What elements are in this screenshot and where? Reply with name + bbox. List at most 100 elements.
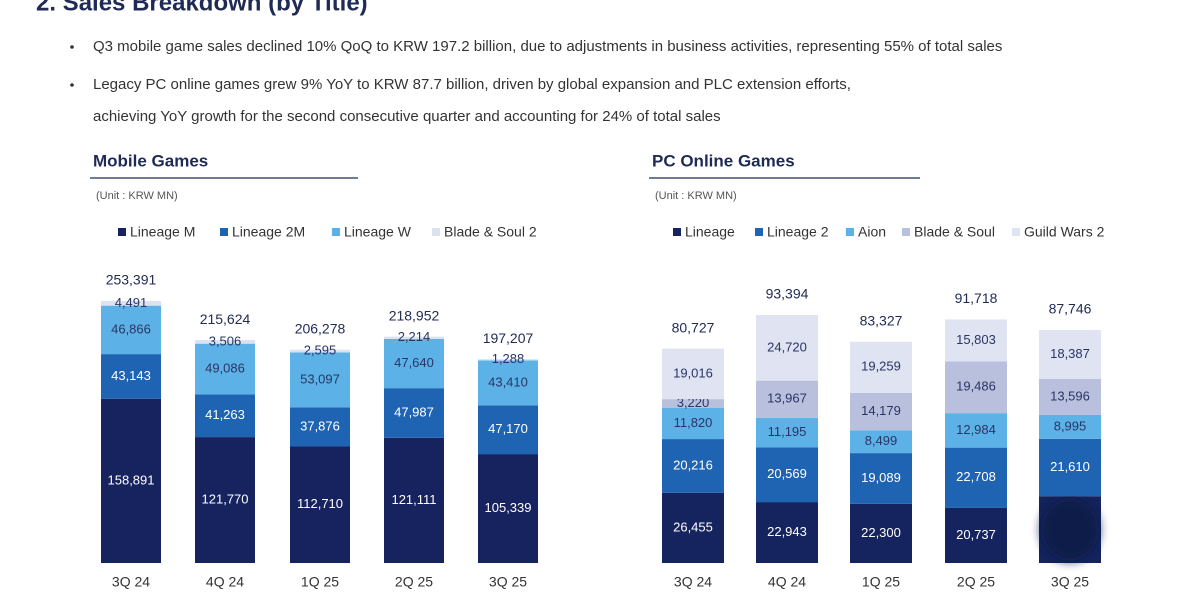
value-label: 8,499 xyxy=(865,433,898,448)
bar-segment xyxy=(756,315,818,381)
value-label: 12,984 xyxy=(956,422,996,437)
legend-label: Lineage 2M xyxy=(232,224,305,240)
value-label: 20,569 xyxy=(767,466,807,481)
value-label: 121,111 xyxy=(391,492,436,507)
value-label: 47,987 xyxy=(394,404,434,419)
bar-segment xyxy=(101,398,161,563)
value-label: 2,214 xyxy=(398,329,431,344)
bar-segment xyxy=(101,354,161,399)
bar-segment xyxy=(195,437,255,563)
bar-segment xyxy=(290,446,350,563)
bar-segment xyxy=(1039,329,1101,379)
legend-swatch xyxy=(673,228,681,236)
x-tick-label: 2Q 25 xyxy=(957,574,995,590)
value-label: 11,820 xyxy=(674,415,713,430)
bar-segment xyxy=(945,447,1007,508)
value-label: 21,610 xyxy=(1050,459,1090,474)
value-label: 22,300 xyxy=(861,525,901,540)
value-label: 24,720 xyxy=(767,339,807,354)
value-label: 46,866 xyxy=(111,321,151,336)
value-label: 20,737 xyxy=(956,527,996,542)
x-tick-label: 1Q 25 xyxy=(862,574,900,590)
x-tick-label: 3Q 24 xyxy=(112,574,150,590)
bar-segment xyxy=(756,417,818,448)
legend-label: Lineage M xyxy=(130,224,195,240)
value-label: 53,097 xyxy=(300,371,340,386)
value-label: 158,891 xyxy=(108,472,155,487)
value-label: 14,179 xyxy=(861,403,901,418)
bar-segment xyxy=(850,392,912,431)
x-tick-label: 2Q 25 xyxy=(395,574,433,590)
bar-segment xyxy=(384,336,444,339)
value-label: 4,491 xyxy=(115,295,148,310)
legend-swatch xyxy=(118,228,126,236)
value-label: 2,595 xyxy=(304,342,337,357)
value-label: 19,486 xyxy=(956,379,996,394)
legend-label: Lineage xyxy=(685,224,735,240)
legend-swatch xyxy=(432,228,440,236)
bar-segment xyxy=(756,502,818,563)
slide-title: 2. Sales Breakdown (by Title) xyxy=(36,0,368,16)
x-tick-label: 4Q 24 xyxy=(768,574,806,590)
legend-label: Guild Wars 2 xyxy=(1024,224,1105,240)
bar-segment xyxy=(478,360,538,406)
bar-segment xyxy=(662,407,724,440)
legend-label: Lineage 2 xyxy=(767,224,829,240)
total-label: 197,207 xyxy=(483,330,534,346)
bullet-text: achieving YoY growth for the second cons… xyxy=(93,108,721,125)
bar-segment xyxy=(756,380,818,418)
value-label: 11,195 xyxy=(768,424,807,439)
value-label: 15,803 xyxy=(956,332,996,347)
value-label: 22,943 xyxy=(767,524,807,539)
x-tick-label: 3Q 24 xyxy=(674,574,712,590)
value-label: 13,596 xyxy=(1050,388,1090,403)
total-label: 87,746 xyxy=(1049,301,1092,317)
total-label: 83,327 xyxy=(860,312,903,328)
legend-swatch xyxy=(332,228,340,236)
value-label: 112,710 xyxy=(297,496,343,511)
value-label: 19,016 xyxy=(673,365,713,380)
bar-segment xyxy=(850,341,912,393)
bar-segment xyxy=(384,388,444,438)
x-tick-label: 4Q 24 xyxy=(206,574,244,590)
bar-segment xyxy=(478,405,538,455)
legend-label: Blade & Soul 2 xyxy=(444,224,537,240)
bullet-text: Legacy PC online games grew 9% YoY to KR… xyxy=(93,76,851,93)
x-tick-label: 1Q 25 xyxy=(301,574,339,590)
value-label: 26,455 xyxy=(673,519,713,534)
bar-segment xyxy=(478,454,538,563)
value-label: 47,640 xyxy=(394,355,434,370)
value-label: 22,708 xyxy=(956,469,996,484)
bar-segment xyxy=(195,394,255,438)
chart-title: PC Online Games xyxy=(652,151,795,170)
bar-segment xyxy=(290,352,350,408)
bar-segment xyxy=(384,437,444,563)
legend-swatch xyxy=(1012,228,1020,236)
chart-title: Mobile Games xyxy=(93,151,208,170)
bar-segment xyxy=(850,430,912,454)
bar-segment xyxy=(1039,414,1101,439)
total-label: 206,278 xyxy=(295,320,346,336)
value-label: 19,089 xyxy=(861,470,901,485)
bar-segment xyxy=(1039,378,1101,415)
bar-segment xyxy=(945,361,1007,414)
bar-segment xyxy=(945,319,1007,362)
total-label: 80,727 xyxy=(672,319,715,335)
legend-swatch xyxy=(220,228,228,236)
value-label: 121,770 xyxy=(202,491,249,506)
legend-label: Aion xyxy=(858,224,886,240)
value-label: 3,506 xyxy=(209,333,242,348)
value-label: 18,387 xyxy=(1050,346,1090,361)
bar-segment xyxy=(662,439,724,493)
bullet-dot xyxy=(70,45,74,49)
bar-segment xyxy=(662,348,724,400)
bar-segment xyxy=(290,407,350,447)
unit-label: (Unit : KRW MN) xyxy=(655,190,737,202)
total-label: 218,952 xyxy=(389,307,440,323)
bar-segment xyxy=(195,340,255,344)
bar-segment xyxy=(478,359,538,361)
bar-segment xyxy=(945,507,1007,563)
legend-swatch xyxy=(902,228,910,236)
value-label: 43,410 xyxy=(488,374,528,389)
